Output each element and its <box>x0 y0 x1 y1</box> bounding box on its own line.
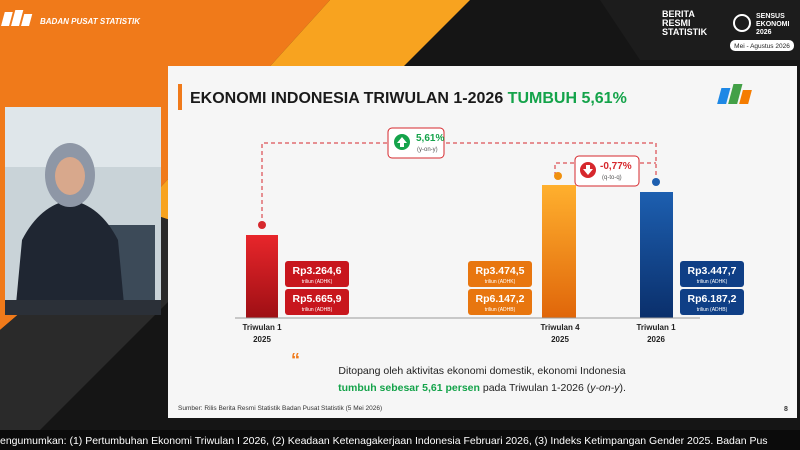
bar-dot <box>652 178 660 186</box>
brs-text: RESMI <box>662 18 691 28</box>
source: Sumber: Rilis Berita Resmi Statistik Bad… <box>178 405 382 412</box>
group-label: Triwulan 1 <box>636 323 676 332</box>
bps-logo <box>1 10 33 26</box>
group-label: 2026 <box>647 335 665 344</box>
group-label: Triwulan 1 <box>242 323 282 332</box>
quote-line: tumbuh sebesar 5,61 persen pada Triwulan… <box>338 382 626 394</box>
unit-text: triliun (ADHK) <box>485 279 516 285</box>
up-arrow <box>397 137 407 147</box>
brs-text: STATISTIK <box>662 27 708 37</box>
quote-line: Ditopang oleh aktivitas ekonomi domestik… <box>338 365 625 377</box>
period: Mei - Agustus 2026 <box>734 43 790 50</box>
yoy-label: (y-on-y) <box>417 147 438 153</box>
ticker-text: engumumkan: (1) Pertumbuhan Ekonomi Triw… <box>0 435 768 447</box>
quote-text: pada Triwulan 1-2026 ( <box>480 382 591 394</box>
page-number: 8 <box>784 406 788 413</box>
value-text: Rp3.474,5 <box>475 265 524 277</box>
video-inset <box>5 107 161 315</box>
sensus-text: SENSUS <box>756 13 785 20</box>
sensus-logo <box>733 14 751 32</box>
qtq-value: -0,77% <box>600 161 632 172</box>
value-text: Rp6.187,2 <box>687 293 736 305</box>
unit-text: triliun (ADHB) <box>485 307 516 313</box>
down-arrow <box>583 165 593 175</box>
value-text: Rp6.147,2 <box>475 293 524 305</box>
qtq-label: (q-to-q) <box>602 175 622 181</box>
period-pill <box>730 40 794 51</box>
quote-text: ). <box>619 382 625 394</box>
value-box <box>680 289 744 315</box>
value-box <box>285 261 349 287</box>
yoy-value: 5,61% <box>416 133 444 144</box>
quote-mark: “ <box>291 350 300 370</box>
ticker-bar <box>0 430 800 450</box>
unit-text: triliun (ADHK) <box>697 279 728 285</box>
bar <box>246 235 278 318</box>
group-label: 2025 <box>253 335 271 344</box>
bar-dot <box>258 221 266 229</box>
value-groups: Triwulan 1 2025 Rp3.264,6 triliun (ADHK) Rp5… <box>242 261 744 344</box>
sensus-text: EKONOMI <box>756 21 790 28</box>
title-highlight: TUMBUH 5,61% <box>508 90 627 107</box>
org-name: BADAN PUSAT STATISTIK <box>40 17 141 26</box>
sensus-text: 2026 <box>756 29 772 36</box>
title-accent <box>178 84 182 110</box>
unit-text: triliun (ADHK) <box>302 279 333 285</box>
value-box <box>680 261 744 287</box>
unit-text: triliun (ADHB) <box>697 307 728 313</box>
value-text: Rp3.264,6 <box>292 265 341 277</box>
value-box <box>468 289 532 315</box>
group-label: Triwulan 4 <box>540 323 580 332</box>
bar <box>542 185 576 318</box>
bar <box>640 192 673 318</box>
brs-text: BERITA <box>662 9 695 19</box>
value-box <box>285 289 349 315</box>
group-label: 2025 <box>551 335 569 344</box>
bps-logo-slide <box>717 84 752 104</box>
title-main: EKONOMI INDONESIA TRIWULAN 1-2026 <box>190 90 503 107</box>
value-box <box>468 261 532 287</box>
unit-text: triliun (ADHB) <box>302 307 333 313</box>
slide-title: EKONOMI INDONESIA TRIWULAN 1-2026 TUMBUH… <box>190 90 627 107</box>
value-text: Rp5.665,9 <box>292 293 341 305</box>
quote-italic: y-on-y <box>589 382 620 394</box>
value-text: Rp3.447,7 <box>687 265 736 277</box>
bar-dot <box>554 172 562 180</box>
quote-highlight: tumbuh sebesar 5,61 persen <box>338 382 480 394</box>
